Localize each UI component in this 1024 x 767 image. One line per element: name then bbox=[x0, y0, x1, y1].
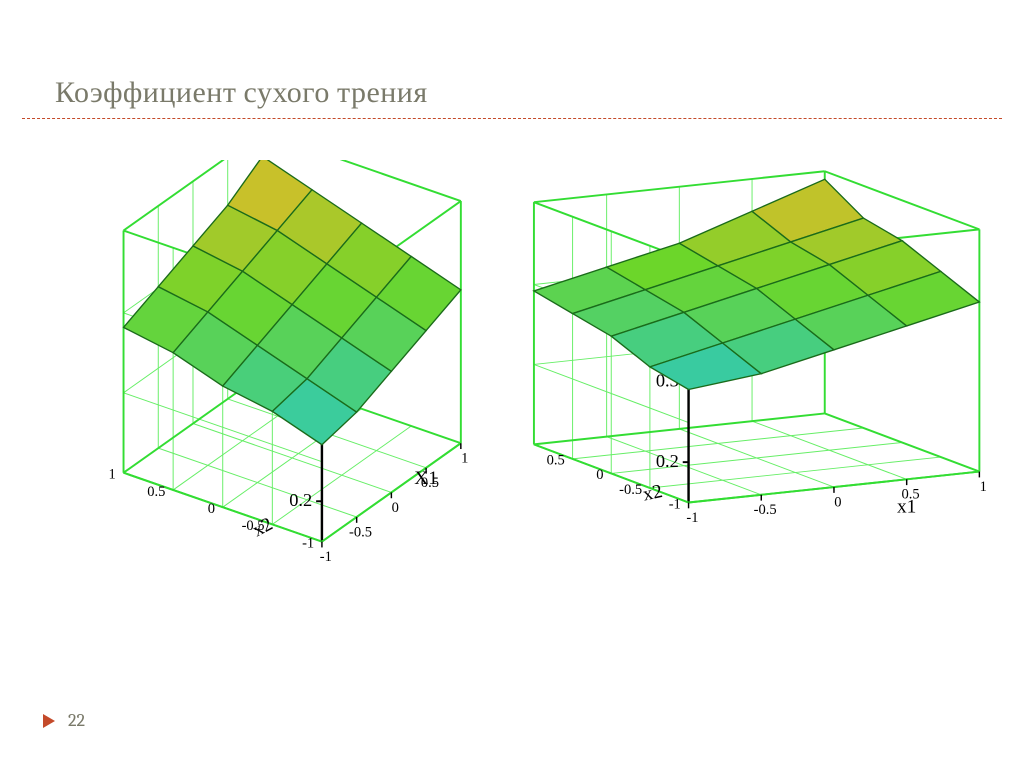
svg-text:0.2: 0.2 bbox=[289, 490, 312, 510]
surface-plot-right: 0.20.30.4f-1-0.500.51x1-1-0.500.51x2 bbox=[529, 160, 994, 630]
svg-text:-1: -1 bbox=[686, 510, 698, 526]
svg-text:-0.5: -0.5 bbox=[619, 482, 642, 498]
svg-text:-1: -1 bbox=[669, 496, 681, 512]
svg-text:0: 0 bbox=[392, 500, 399, 516]
svg-text:0.2: 0.2 bbox=[656, 451, 679, 471]
svg-text:0: 0 bbox=[596, 467, 603, 483]
slide-title: Коэффициент сухого трения bbox=[55, 75, 428, 110]
svg-text:1: 1 bbox=[461, 451, 468, 467]
svg-text:0: 0 bbox=[208, 501, 215, 517]
footer-arrow-icon bbox=[40, 712, 58, 730]
svg-text:0: 0 bbox=[834, 494, 841, 510]
x1-axis-label: X1 bbox=[414, 468, 438, 489]
svg-text:-1: -1 bbox=[302, 535, 314, 551]
plots-row: 0.20.30.4f-1-0.500.51X1-1-0.500.51x2 0.2… bbox=[50, 160, 994, 630]
svg-text:1: 1 bbox=[980, 479, 987, 495]
svg-text:1: 1 bbox=[109, 467, 116, 483]
x2-axis-label: x2 bbox=[641, 481, 664, 506]
page-number: 22 bbox=[68, 710, 85, 731]
svg-text:-0.5: -0.5 bbox=[349, 524, 372, 540]
svg-text:-0.5: -0.5 bbox=[754, 502, 777, 518]
title-rule bbox=[22, 118, 1002, 119]
svg-text:0.5: 0.5 bbox=[547, 453, 565, 469]
surface-plot-left: 0.20.30.4f-1-0.500.51X1-1-0.500.51x2 bbox=[50, 160, 515, 630]
slide-footer: 22 bbox=[40, 710, 85, 731]
x1-axis-label: x1 bbox=[897, 496, 916, 517]
svg-text:-1: -1 bbox=[320, 549, 332, 565]
svg-text:0.5: 0.5 bbox=[147, 484, 165, 500]
